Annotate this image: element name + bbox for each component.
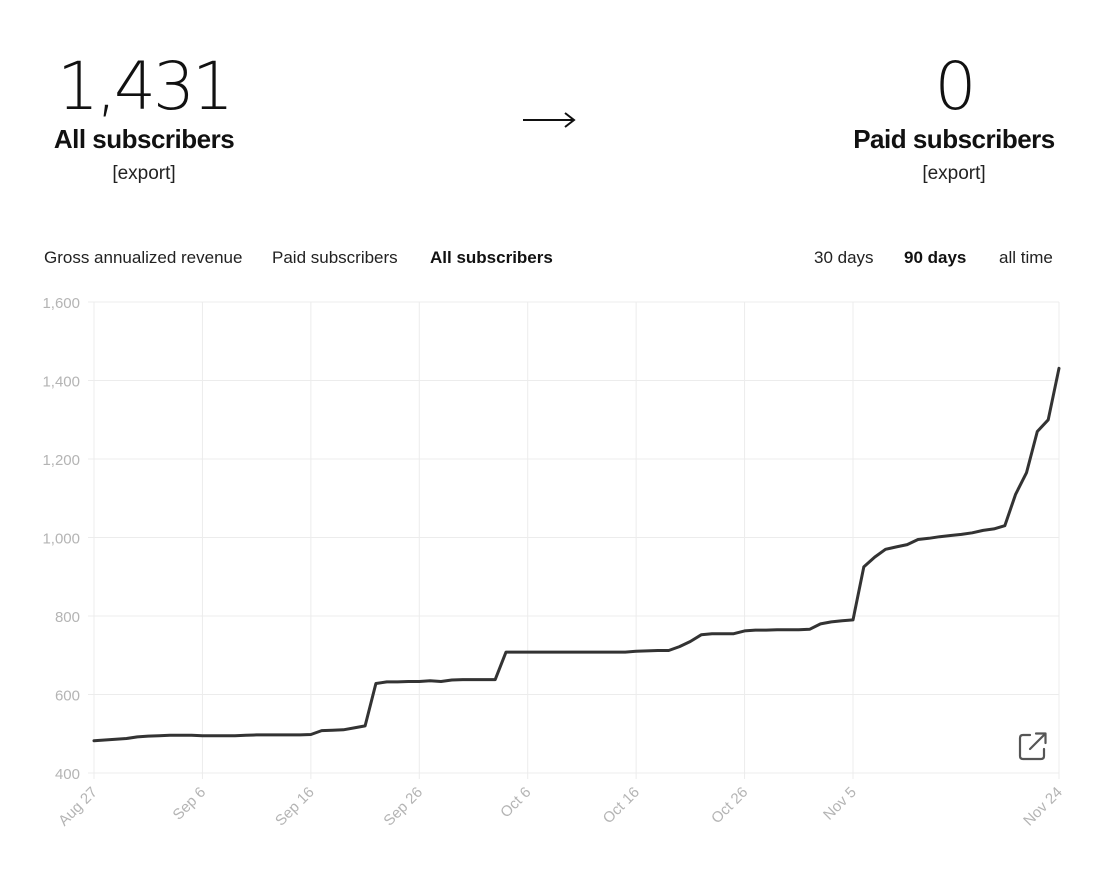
tab-all-subscribers[interactable]: All subscribers bbox=[430, 248, 553, 267]
paid-subscribers-summary: 0 Paid subscribers [export] bbox=[820, 48, 1088, 186]
tab-gross-annualized-revenue[interactable]: Gross annualized revenue bbox=[44, 248, 243, 267]
paid-subscribers-label: Paid subscribers bbox=[853, 124, 1055, 154]
y-tick-label: 800 bbox=[55, 609, 80, 626]
all-subscribers-label: All subscribers bbox=[53, 124, 235, 154]
y-tick-label: 1,400 bbox=[42, 374, 80, 391]
x-tick-label: Sep 6 bbox=[170, 784, 210, 824]
range-90-days[interactable]: 90 days bbox=[904, 248, 967, 267]
all-subscribers-series-line bbox=[92, 366, 1061, 743]
tab-paid-subscribers[interactable]: Paid subscribers bbox=[272, 248, 398, 267]
right-arrow-icon bbox=[523, 112, 576, 128]
paid-subscribers-count: 0 bbox=[934, 48, 977, 125]
x-tick-label: Oct 26 bbox=[708, 784, 751, 827]
x-tick-label: Sep 16 bbox=[272, 784, 318, 830]
all-subscribers-summary: 1,431 All subscribers [export] bbox=[20, 48, 268, 186]
x-tick-label: Sep 26 bbox=[380, 784, 426, 830]
x-tick-label: Oct 16 bbox=[600, 784, 643, 827]
open-in-new-icon[interactable] bbox=[1016, 729, 1050, 763]
y-tick-label: 1,000 bbox=[42, 531, 80, 548]
range-all-time[interactable]: all time bbox=[999, 248, 1053, 267]
x-tick-label: Oct 6 bbox=[497, 784, 534, 821]
x-tick-label: Aug 27 bbox=[55, 784, 101, 830]
all-subscribers-count: 1,431 bbox=[57, 48, 234, 125]
y-tick-label: 600 bbox=[55, 688, 80, 705]
export-all-subscribers-link[interactable]: [export] bbox=[112, 163, 176, 184]
range-30-days[interactable]: 30 days bbox=[814, 248, 874, 267]
x-tick-label: Nov 24 bbox=[1020, 784, 1066, 830]
y-tick-label: 1,200 bbox=[42, 452, 80, 469]
x-tick-label: Nov 5 bbox=[820, 784, 860, 824]
y-tick-label: 400 bbox=[55, 766, 80, 783]
export-paid-subscribers-link[interactable]: [export] bbox=[922, 163, 986, 184]
y-tick-label: 1,600 bbox=[42, 295, 80, 312]
